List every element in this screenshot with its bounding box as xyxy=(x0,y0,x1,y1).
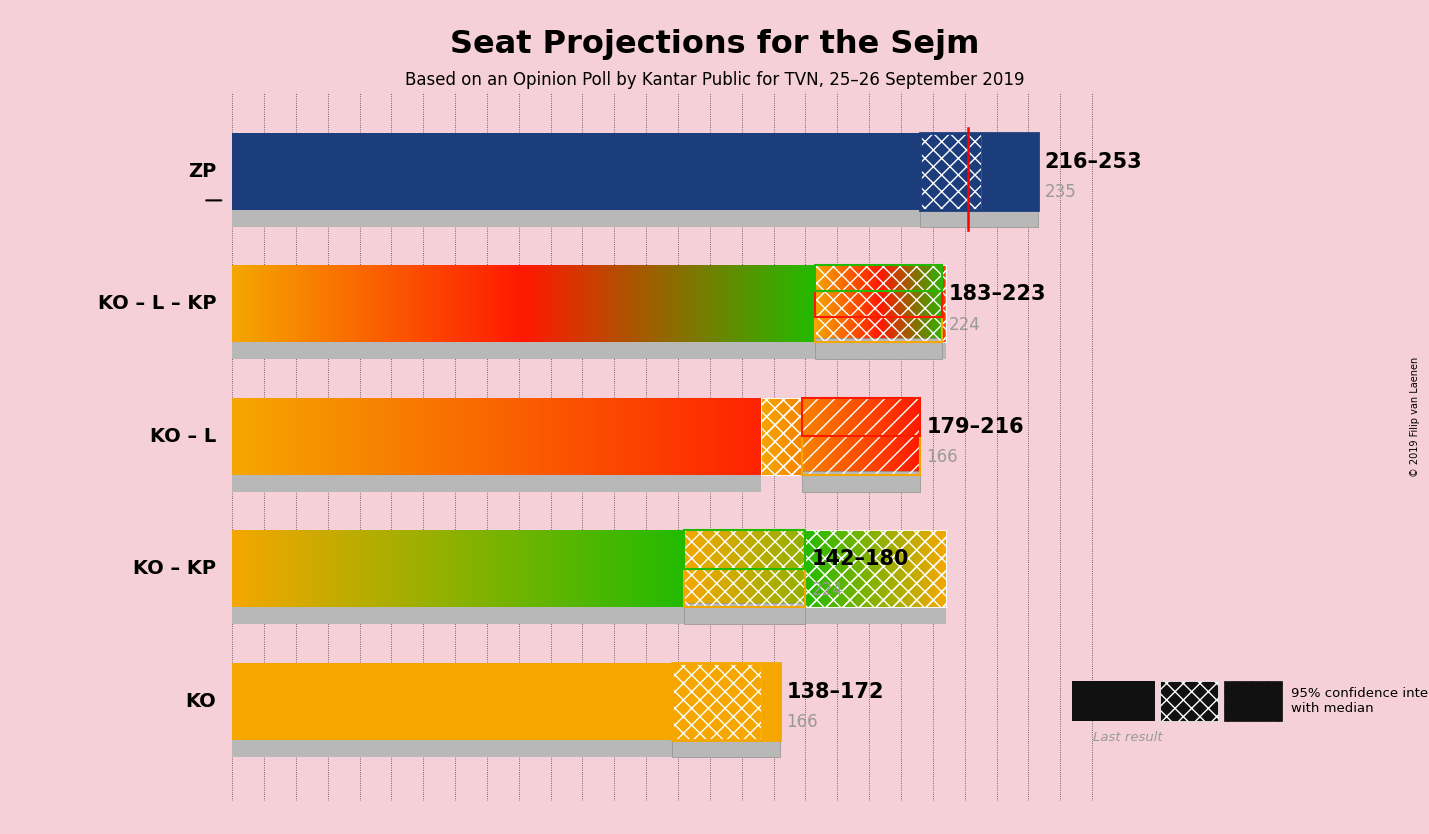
Bar xyxy=(760,663,780,740)
Text: KO: KO xyxy=(186,691,216,711)
Bar xyxy=(231,470,760,492)
Text: 138–172: 138–172 xyxy=(786,682,885,702)
Text: © 2019 Filip van Laenen: © 2019 Filip van Laenen xyxy=(1410,357,1420,477)
Text: 166: 166 xyxy=(786,713,817,731)
Bar xyxy=(231,339,946,359)
Text: 166: 166 xyxy=(926,449,957,466)
Text: KO – KP: KO – KP xyxy=(133,560,216,578)
Text: 216–253: 216–253 xyxy=(1045,152,1142,172)
Bar xyxy=(815,265,943,291)
Bar xyxy=(980,133,1037,209)
Bar xyxy=(684,530,946,607)
Bar xyxy=(760,398,802,475)
Bar xyxy=(231,663,672,740)
Bar xyxy=(672,736,780,757)
Text: 95% confidence interval
with median: 95% confidence interval with median xyxy=(1290,687,1429,716)
Bar xyxy=(672,663,780,740)
Bar xyxy=(231,206,980,227)
Text: 235: 235 xyxy=(1045,183,1076,202)
Bar xyxy=(684,603,806,625)
Bar xyxy=(806,530,946,607)
Text: KO – L: KO – L xyxy=(150,427,216,445)
Text: Last result: Last result xyxy=(1093,731,1162,745)
Bar xyxy=(231,736,760,757)
Bar xyxy=(920,206,1037,227)
Bar xyxy=(815,317,943,342)
Text: KO – L – KP: KO – L – KP xyxy=(97,294,216,314)
Bar xyxy=(684,569,806,607)
Bar xyxy=(815,291,943,317)
Bar xyxy=(815,339,943,359)
Bar xyxy=(920,133,980,209)
Text: Seat Projections for the Sejm: Seat Projections for the Sejm xyxy=(450,29,979,60)
Text: 183–223: 183–223 xyxy=(949,284,1046,304)
Bar xyxy=(760,398,920,475)
Bar xyxy=(684,530,806,569)
Text: 224: 224 xyxy=(812,581,843,599)
Text: 142–180: 142–180 xyxy=(812,550,909,570)
Bar xyxy=(231,603,946,625)
Bar xyxy=(231,133,920,209)
Text: 179–216: 179–216 xyxy=(926,417,1025,437)
Bar xyxy=(802,470,920,492)
Bar xyxy=(802,436,920,475)
Bar xyxy=(815,265,946,342)
Bar xyxy=(943,265,946,342)
Bar xyxy=(672,663,760,740)
Text: 224: 224 xyxy=(949,316,980,334)
Text: ZP: ZP xyxy=(189,162,216,181)
Text: Based on an Opinion Poll by Kantar Public for TVN, 25–26 September 2019: Based on an Opinion Poll by Kantar Publi… xyxy=(404,71,1025,89)
Bar xyxy=(802,398,920,436)
Bar xyxy=(920,133,1037,209)
